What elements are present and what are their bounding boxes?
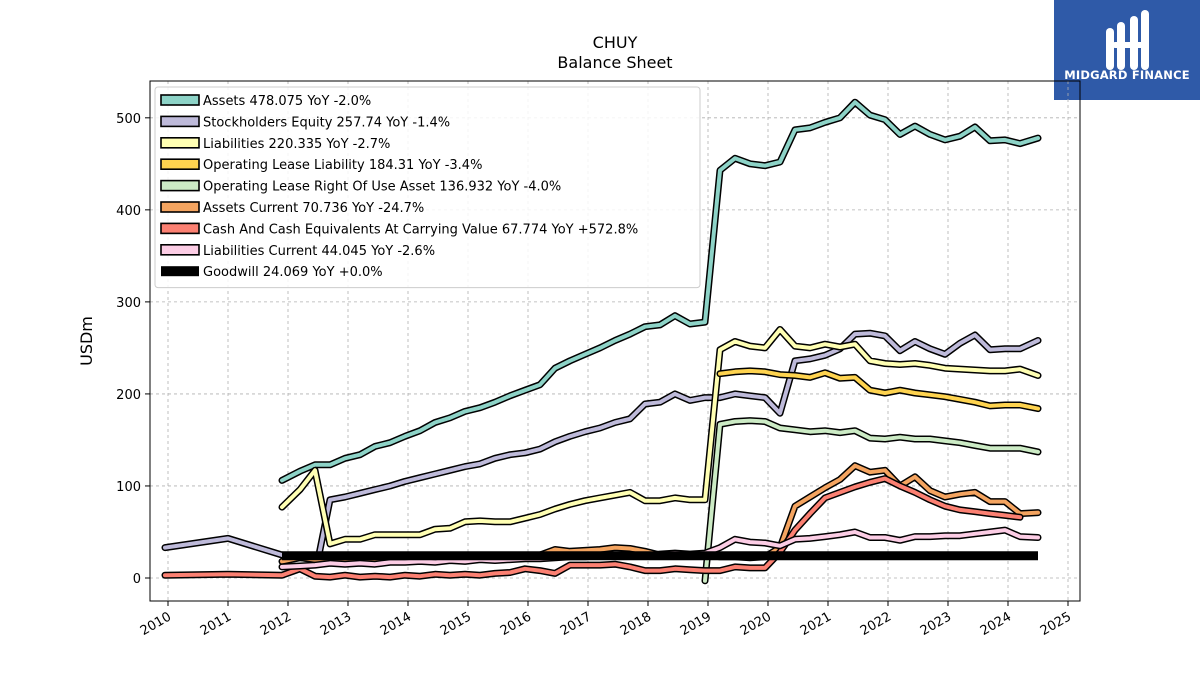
legend-label: Operating Lease Right Of Use Asset 136.9… [203,180,561,195]
x-tick-label: 2019 [678,609,714,639]
legend-swatch [160,222,200,235]
series-layer [161,98,1042,585]
series-assets-current [278,462,1042,565]
legend-label: Liabilities Current 44.045 YoY -2.6% [203,244,435,259]
series-line [718,368,1040,411]
x-tick-label: 2010 [138,609,174,639]
x-tick-label: 2024 [978,609,1014,639]
x-tick-label: 2011 [198,609,234,639]
legend-label: Assets Current 70.736 YoY -24.7% [203,201,424,216]
x-tick-label: 2021 [798,609,834,639]
y-tick-label: 200 [116,388,141,403]
series-line-outline [278,462,1042,565]
y-axis-label: USDm [77,316,96,366]
series-stockholders-equity [161,329,1042,564]
x-tick-label: 2018 [618,609,654,639]
series-line [703,418,1040,583]
legend-swatch [160,179,200,192]
x-tick-label: 2013 [318,609,354,639]
legend-swatch [160,94,200,106]
series-operating-lease-liability [716,367,1042,413]
legend-swatch [161,266,199,277]
series-assets [278,98,1042,484]
legend-label: Assets 478.075 YoY -2.0% [203,94,371,109]
series-line [280,463,1040,564]
legend-swatch [160,158,200,170]
series-line [280,100,1040,483]
legend-box [154,86,701,289]
y-tick-label: 100 [116,480,141,495]
brand-logo: MIDGARD FINANCE [1054,0,1200,100]
legend-label: Stockholders Equity 257.74 YoY -1.4% [203,115,450,130]
x-tick-label: 2016 [498,609,534,639]
x-tick-label: 2023 [918,609,954,639]
y-tick-label: 400 [116,204,141,219]
legend-label: Goodwill 24.069 YoY +0.0% [203,265,383,280]
x-tick-label: 2022 [858,609,894,639]
x-tick-label: 2014 [378,609,414,639]
series-line [163,331,1040,562]
legend-label: Operating Lease Liability 184.31 YoY -3.… [203,158,482,173]
x-tick-label: 2015 [438,609,474,639]
legend-label: Cash And Cash Equivalents At Carrying Va… [203,222,638,237]
legend-swatch [160,201,200,213]
series-operating-lease-right-of-use-asset [701,417,1042,585]
series-line [163,476,1022,580]
series-liabilities [278,326,1042,548]
y-tick-label: 300 [116,296,141,311]
legend: Assets 478.075 YoY -2.0% Stockholders Equ… [154,86,701,289]
x-tick-label: 2025 [1038,609,1074,639]
chart-subtitle: Balance Sheet [557,53,672,72]
chart-title: CHUY [593,33,638,52]
legend-swatch [160,137,200,149]
x-tick-label: 2020 [738,609,774,639]
x-tick-label: 2017 [558,609,594,639]
legend-swatch [160,115,200,128]
brand-logo-icon [1106,10,1149,70]
series-cash-and-cash-equivalents-at-carrying-value [161,475,1024,581]
series-line [280,327,1040,546]
x-tick-label: 2012 [258,609,294,639]
legend-label: Liabilities 220.335 YoY -2.7% [203,137,390,152]
brand-name: MIDGARD FINANCE [1064,68,1190,82]
y-tick-label: 500 [116,112,141,127]
plot-frame [149,80,1081,602]
y-tick-label: 0 [133,572,141,587]
legend-swatch [160,244,200,256]
